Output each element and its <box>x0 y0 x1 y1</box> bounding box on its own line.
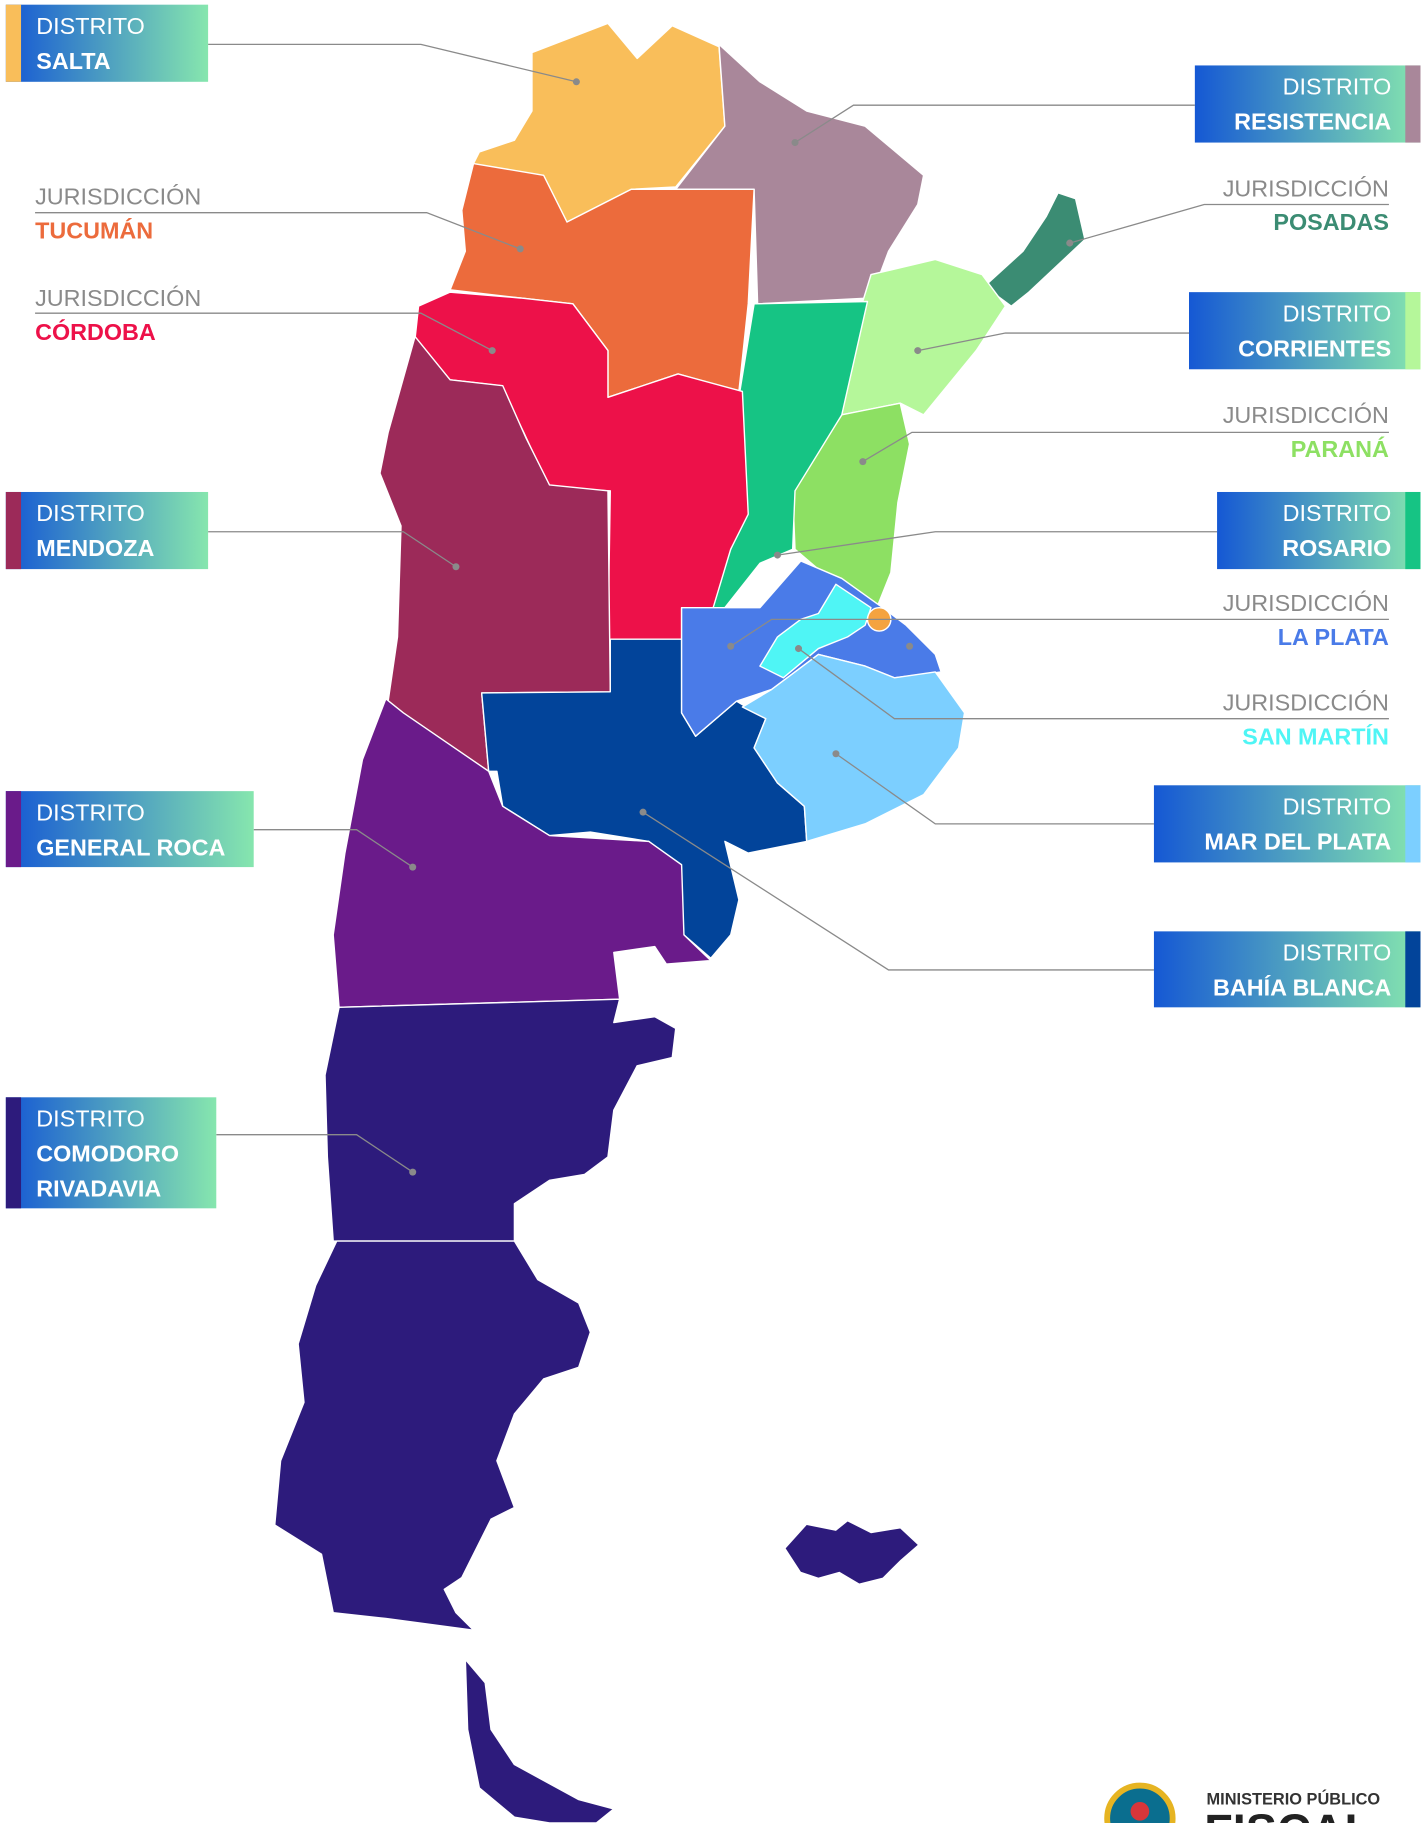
leader-dot <box>409 864 416 871</box>
logo: MINISTERIO PÚBLICO FISCAL <box>1107 1786 1380 1823</box>
leader-dot <box>906 643 913 650</box>
label-bar <box>6 1097 21 1208</box>
label-kind: DISTRITO <box>36 1106 145 1132</box>
label-name: GENERAL ROCA <box>36 834 225 860</box>
label-name: POSADAS <box>1273 209 1389 235</box>
leader-dot <box>792 139 799 146</box>
leader-dot <box>517 245 524 252</box>
region-malvinas <box>786 1522 918 1584</box>
logo-line2: FISCAL <box>1204 1804 1373 1823</box>
page: DISTRITO SALTA JURISDICCIÓN TUCUMÁN JURISDIC… <box>0 0 1424 1823</box>
label-kind: JURISDICCIÓN <box>1223 175 1389 201</box>
label-bar <box>1405 65 1420 142</box>
label-name: RESISTENCIA <box>1234 109 1391 135</box>
leader-dot <box>774 552 781 559</box>
leader-dot <box>914 347 921 354</box>
label-kind: JURISDICCIÓN <box>1223 402 1389 428</box>
label-name: ROSARIO <box>1282 535 1391 561</box>
leader-dot <box>832 750 839 757</box>
label-name: MAR DEL PLATA <box>1204 829 1391 855</box>
label-bar <box>1405 785 1420 862</box>
region-comodoro <box>325 999 676 1241</box>
label-bar <box>1405 492 1420 569</box>
label-kind: DISTRITO <box>36 799 145 825</box>
label-bar <box>1405 292 1420 369</box>
label-name: SALTA <box>36 48 111 74</box>
label-kind: DISTRITO <box>1283 74 1392 100</box>
label-name: PARANÁ <box>1291 435 1389 462</box>
leader-dot <box>795 645 802 652</box>
label-name: RIVADAVIA <box>36 1176 161 1202</box>
label-kind: DISTRITO <box>36 13 145 39</box>
label-bar <box>6 492 21 569</box>
label-name: CÓRDOBA <box>35 318 156 345</box>
region-santa-cruz <box>275 1241 591 1630</box>
logo-cap <box>1131 1802 1150 1821</box>
label-name: BAHÍA BLANCA <box>1213 974 1391 1001</box>
label-name: SAN MARTÍN <box>1242 722 1389 749</box>
label-kind: DISTRITO <box>1283 300 1392 326</box>
region-tierra-del-fuego <box>465 1659 613 1823</box>
region-posadas <box>984 193 1085 306</box>
map: DISTRITO SALTA JURISDICCIÓN TUCUMÁN JURISDIC… <box>0 0 1424 1823</box>
leader-dot <box>452 563 459 570</box>
label-kind: DISTRITO <box>1283 794 1392 820</box>
label-kind: JURISDICCIÓN <box>35 285 201 311</box>
label-kind: DISTRITO <box>1283 940 1392 966</box>
leader-dot <box>727 643 734 650</box>
leader-dot <box>1066 240 1073 247</box>
leader-dot <box>489 347 496 354</box>
label-name: MENDOZA <box>36 535 154 561</box>
label-name: CORRIENTES <box>1238 335 1391 361</box>
label-name: TUCUMÁN <box>35 216 153 243</box>
label-name: COMODORO <box>36 1141 179 1167</box>
leader-dot <box>640 809 647 816</box>
label-kind: DISTRITO <box>36 500 145 526</box>
label-kind: JURISDICCIÓN <box>35 184 201 210</box>
leader-dot <box>573 78 580 85</box>
leader-dot <box>409 1169 416 1176</box>
label-kind: JURISDICCIÓN <box>1223 690 1389 716</box>
label-kind: JURISDICCIÓN <box>1223 590 1389 616</box>
label-bar <box>6 791 21 867</box>
label-bar <box>1405 931 1420 1007</box>
label-bar <box>6 5 21 82</box>
label-kind: DISTRITO <box>1283 500 1392 526</box>
regions <box>275 23 1085 1823</box>
leader-dot <box>859 458 866 465</box>
label-name: LA PLATA <box>1278 624 1389 650</box>
leader-line <box>208 44 576 81</box>
